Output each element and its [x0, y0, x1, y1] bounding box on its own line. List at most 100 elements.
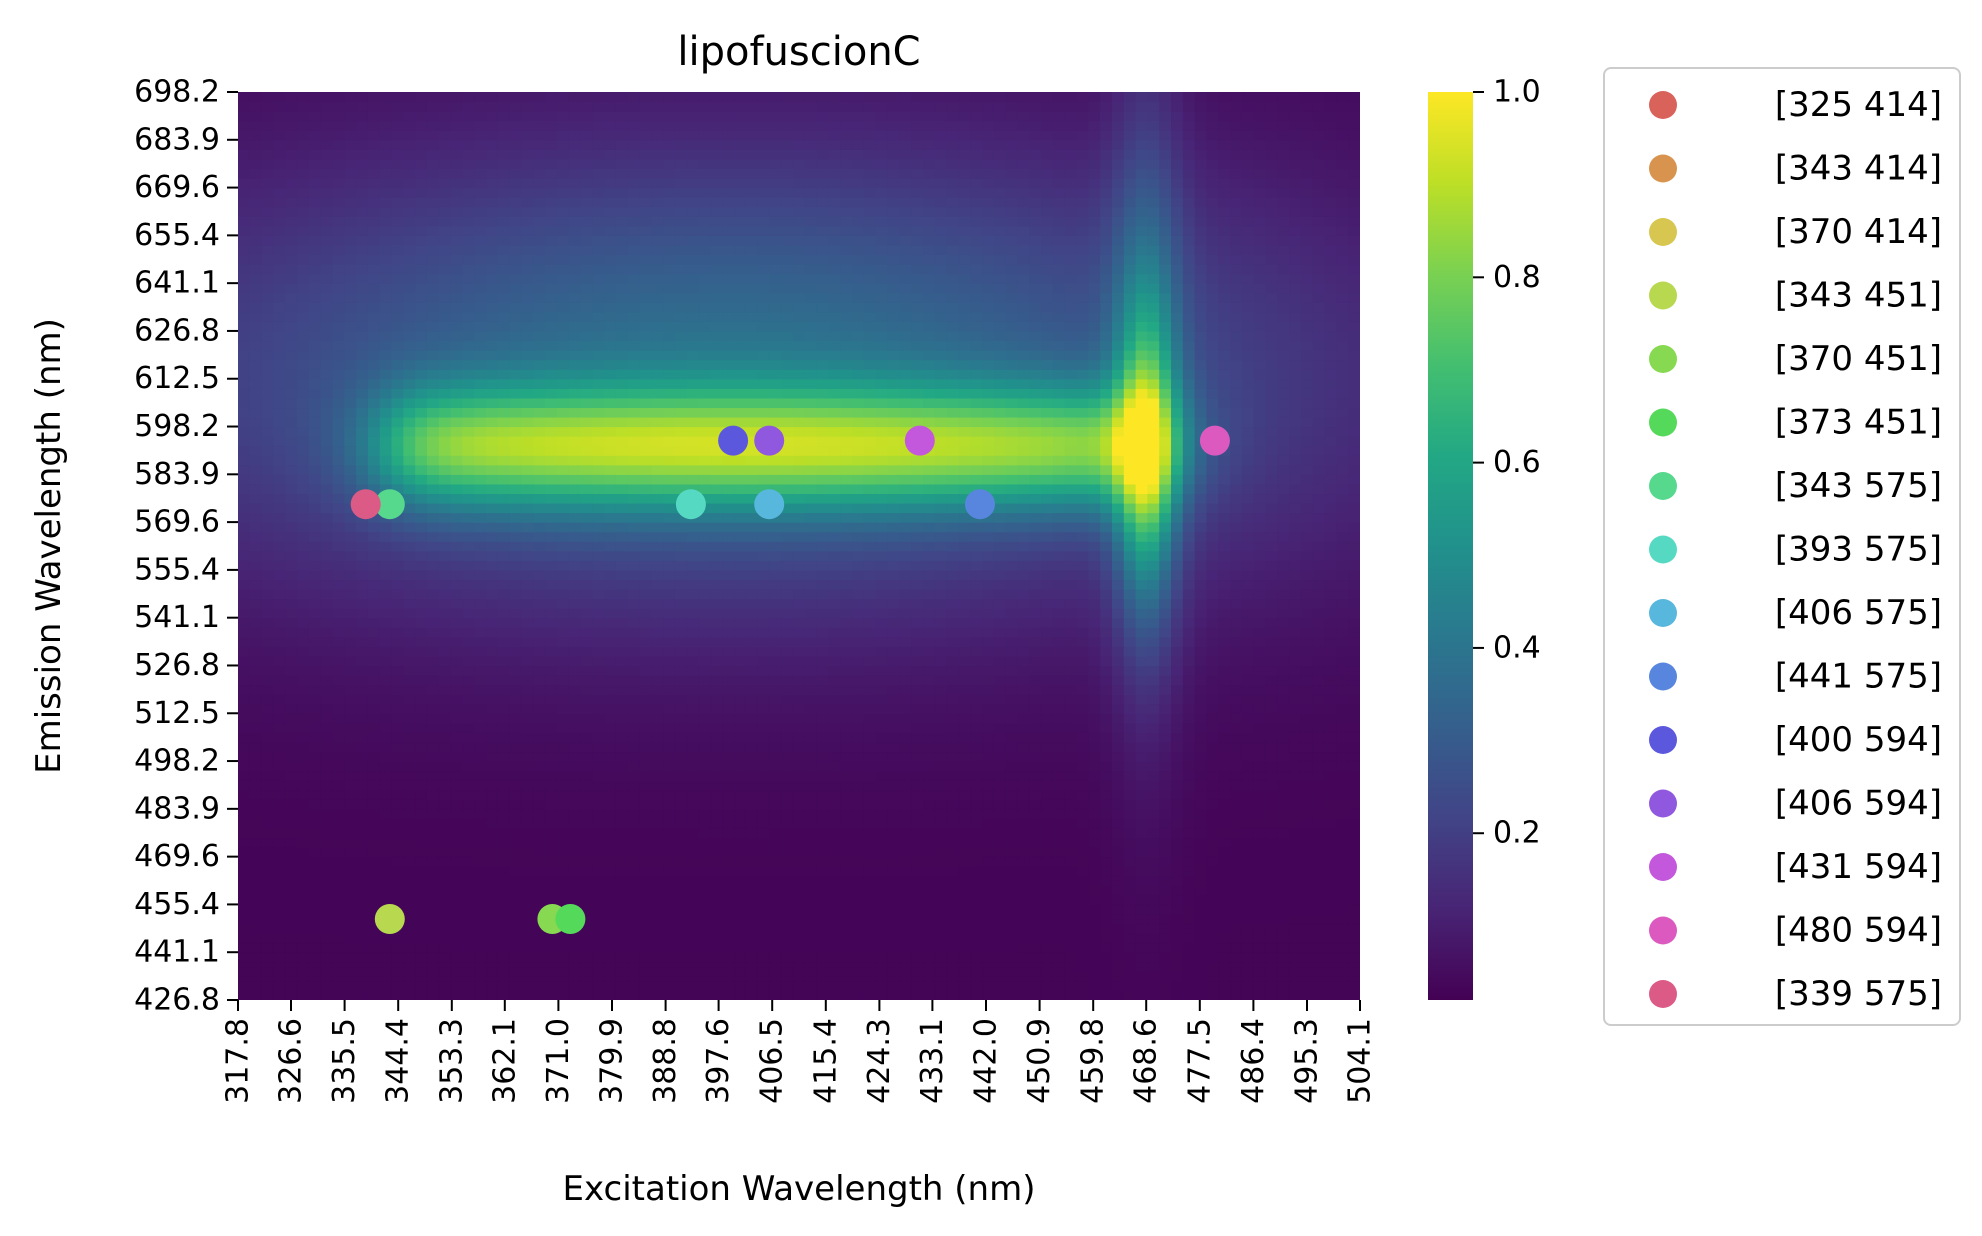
heatmap-cell: [450, 990, 463, 1000]
heatmap-cell: [674, 770, 688, 781]
heatmap-cell: [627, 694, 641, 705]
heatmap-cell: [840, 512, 853, 523]
heatmap-cell: [379, 522, 393, 533]
heatmap-cell: [816, 703, 830, 714]
heatmap-cell: [379, 703, 393, 714]
heatmap-cell: [686, 942, 700, 953]
heatmap-cell: [710, 952, 723, 963]
heatmap-cell: [379, 636, 393, 647]
heatmap-cell: [521, 913, 534, 925]
heatmap-cell: [367, 675, 381, 686]
heatmap-cell: [828, 445, 841, 456]
heatmap-cell: [592, 550, 605, 561]
heatmap-cell: [651, 885, 664, 896]
heatmap-cell: [769, 646, 782, 657]
heatmap-cell: [285, 617, 298, 628]
heatmap-cell: [828, 512, 841, 523]
heatmap-cell: [745, 302, 759, 313]
heatmap-cell: [497, 866, 511, 877]
heatmap-cell: [238, 589, 251, 600]
heatmap-cell: [403, 139, 416, 150]
heatmap-cell: [604, 493, 617, 504]
heatmap-cell: [757, 598, 771, 609]
heatmap-cell: [450, 856, 463, 867]
heatmap-cell: [804, 598, 818, 609]
heatmap-cell: [391, 216, 404, 227]
heatmap-cell: [403, 933, 416, 944]
heatmap-cell: [698, 397, 712, 409]
heatmap-cell: [438, 455, 452, 466]
heatmap-cell: [568, 646, 582, 657]
heatmap-cell: [852, 913, 865, 925]
heatmap-cell: [486, 961, 499, 972]
heatmap-cell: [415, 407, 428, 418]
heatmap-cell: [344, 732, 357, 743]
heatmap-cell: [285, 283, 298, 294]
heatmap-cell: [486, 397, 499, 409]
heatmap-cell: [486, 885, 499, 896]
heatmap-cell: [391, 359, 404, 370]
heatmap-cell: [273, 187, 286, 198]
heatmap-cell: [627, 292, 641, 303]
heatmap-cell: [308, 235, 322, 246]
heatmap-cell: [320, 761, 334, 772]
heatmap-cell: [793, 455, 806, 466]
heatmap-cell: [521, 92, 534, 103]
heatmap-cell: [592, 980, 605, 992]
heatmap-cell: [367, 292, 381, 303]
heatmap-cell: [804, 971, 818, 982]
heatmap-cell: [816, 741, 830, 753]
heatmap-cell: [686, 426, 700, 437]
heatmap-cell: [474, 436, 487, 447]
heatmap-cell: [426, 703, 440, 714]
heatmap-cell: [698, 388, 712, 399]
heatmap-cell: [249, 827, 263, 839]
heatmap-cell: [426, 378, 440, 389]
heatmap-cell: [474, 732, 487, 743]
heatmap-cell: [497, 512, 511, 523]
heatmap-cell: [497, 923, 511, 934]
heatmap-cell: [698, 665, 712, 676]
heatmap-cell: [592, 388, 605, 399]
heatmap-cell: [438, 904, 452, 915]
heatmap-cell: [828, 569, 841, 581]
heatmap-cell: [367, 579, 381, 590]
heatmap-cell: [379, 120, 393, 131]
heatmap-cell: [698, 254, 712, 265]
heatmap-cell: [722, 627, 735, 638]
heatmap-cell: [249, 818, 263, 829]
heatmap-cell: [686, 445, 700, 456]
heatmap-cell: [261, 436, 275, 447]
heatmap-cell: [663, 971, 676, 982]
heatmap-cell: [651, 455, 664, 466]
heatmap-cell: [403, 980, 416, 992]
heatmap-cell: [769, 541, 782, 552]
heatmap-cell: [615, 560, 629, 571]
heatmap-cell: [639, 273, 652, 284]
heatmap-cell: [320, 952, 334, 963]
heatmap-cell: [828, 292, 841, 303]
heatmap-cell: [533, 292, 546, 303]
heatmap-cell: [804, 837, 818, 848]
heatmap-cell: [533, 139, 546, 150]
heatmap-cell: [391, 550, 404, 561]
heatmap-cell: [462, 158, 475, 170]
heatmap-cell: [781, 866, 794, 877]
heatmap-cell: [651, 913, 664, 925]
heatmap-cell: [332, 866, 345, 877]
heatmap-cell: [509, 139, 523, 150]
heatmap-cell: [828, 761, 841, 772]
heatmap-cell: [745, 589, 759, 600]
heatmap-cell: [639, 694, 652, 705]
heatmap-cell: [415, 111, 428, 122]
heatmap-cell: [686, 971, 700, 982]
heatmap-cell: [604, 483, 617, 495]
heatmap-cell: [722, 512, 735, 523]
heatmap-cell: [297, 311, 310, 322]
heatmap-cell: [651, 235, 664, 246]
heatmap-cell: [391, 474, 404, 485]
heatmap-cell: [545, 407, 558, 418]
heatmap-cell: [332, 92, 345, 103]
heatmap-cell: [391, 206, 404, 217]
heatmap-cell: [249, 741, 263, 753]
